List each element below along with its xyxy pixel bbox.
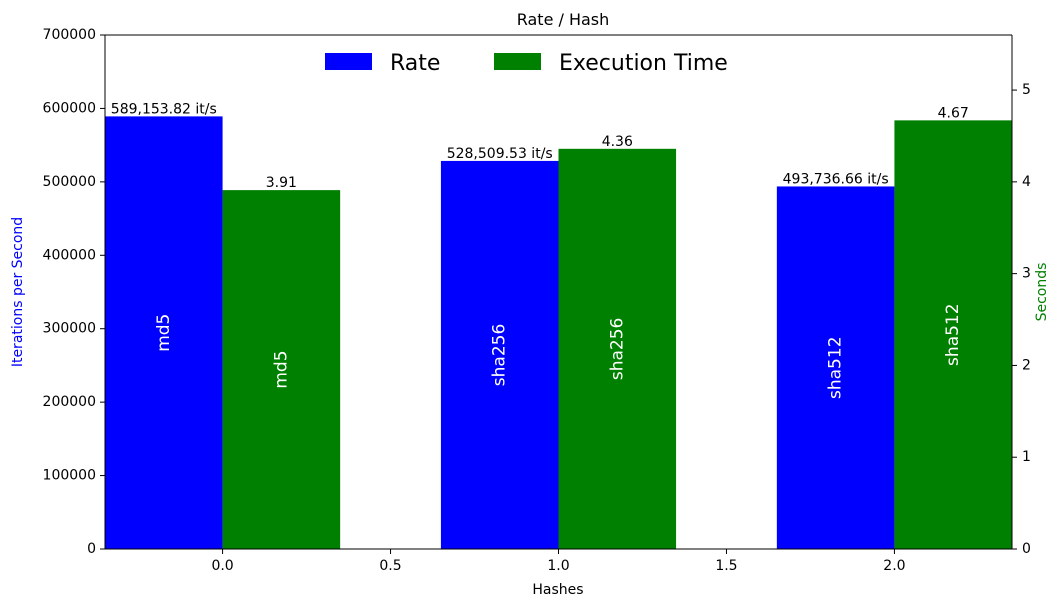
y-tick-label-left: 300000 [43, 321, 96, 337]
y-tick-label-left: 600000 [43, 100, 96, 116]
y-tick-label-right: 3 [1022, 266, 1031, 282]
legend-label-rate: Rate [390, 51, 440, 76]
x-tick-label: 0.5 [379, 558, 401, 574]
y-tick-label-right: 5 [1022, 82, 1031, 98]
data-label-rate-sha256: 528,509.53 it/s [447, 146, 553, 162]
bar-execution-time-md5 [222, 190, 341, 549]
bar-execution-time-sha256 [558, 148, 677, 550]
y-tick-label-left: 400000 [43, 247, 96, 263]
plot-area: 589,153.82 it/s md5 528,509.53 it/s sha256 4… [105, 101, 1012, 550]
data-label-execution-time-sha512: 4.67 [938, 105, 969, 121]
data-label-execution-time-sha256: 4.36 [602, 134, 633, 150]
data-label-rate-sha512: 493,736.66 it/s [783, 171, 889, 187]
x-axis-title: Hashes [532, 582, 583, 598]
bar-category-label-execution-time-sha256: sha256 [607, 318, 627, 381]
x-tick-label: 2.0 [883, 558, 905, 574]
legend-label-execution-time: Execution Time [559, 51, 728, 76]
bar-category-label-execution-time-md5: md5 [271, 350, 291, 388]
y-tick-label-left: 100000 [43, 468, 96, 484]
y-tick-label-right: 1 [1022, 449, 1031, 465]
x-tick-label: 1.0 [547, 558, 569, 574]
y-tick-label-left: 200000 [43, 394, 96, 410]
bar-execution-time-sha512 [894, 120, 1012, 549]
y-tick-label-right: 4 [1022, 174, 1031, 190]
y-axis-title-left: Iterations per Second [10, 217, 26, 367]
legend: Rate Execution Time [325, 51, 728, 76]
y-tick-label-left: 700000 [43, 27, 96, 43]
axes: 0.0 0.5 1.0 1.5 2.0 0 100000 200000 300000 400000… [43, 27, 1031, 574]
y-tick-label-right: 0 [1022, 541, 1031, 557]
bar-category-label-rate-sha512: sha512 [826, 336, 846, 399]
legend-swatch-execution-time [494, 53, 541, 70]
bar-category-label-rate-md5: md5 [154, 314, 174, 352]
bar-category-label-rate-sha256: sha256 [490, 324, 510, 387]
y-tick-label-right: 2 [1022, 357, 1031, 373]
chart-title: Rate / Hash [517, 10, 610, 29]
x-tick-label: 0.0 [211, 558, 233, 574]
bar-rate-md5 [105, 116, 223, 550]
y-tick-label-left: 500000 [43, 174, 96, 190]
x-tick-label: 1.5 [715, 558, 737, 574]
bar-category-label-execution-time-sha512: sha512 [943, 303, 963, 366]
data-label-rate-md5: 589,153.82 it/s [111, 101, 217, 117]
bar-rate-sha256 [440, 160, 559, 549]
y-tick-label-left: 0 [87, 541, 96, 557]
bar-rate-sha512 [776, 186, 895, 549]
legend-swatch-rate [325, 53, 372, 70]
data-label-execution-time-md5: 3.91 [266, 175, 297, 191]
y-axis-title-right: Seconds [1034, 263, 1050, 322]
